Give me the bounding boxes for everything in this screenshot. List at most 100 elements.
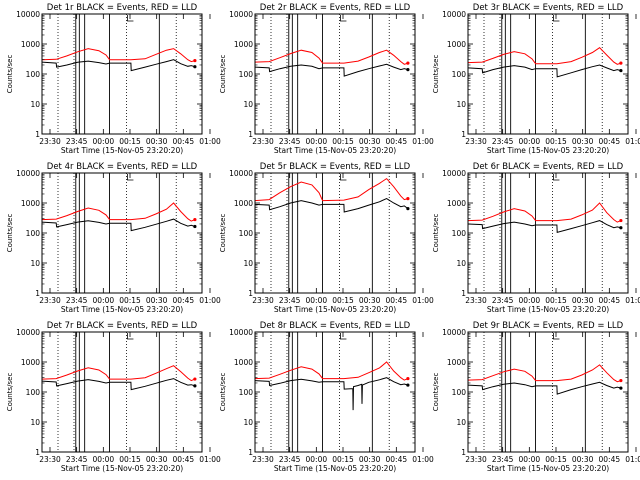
bracket-marker [553,333,560,340]
bracket-marker [553,15,560,22]
series-line-lld [467,364,622,383]
x-tick-label: 00:00 [519,296,541,305]
series-line-lld [41,202,196,222]
x-tick-label: 23:45 [492,296,514,305]
series-line-events [467,64,622,78]
x-tick-label: 23:45 [279,137,301,146]
plot-frame [467,13,629,135]
x-tick-label: 01:00 [199,296,221,305]
series-end-point [406,383,410,387]
x-tick-label: 00:15 [332,137,354,146]
detector-panel: Det 7r BLACK = Events, RED = LLD 1 10 100 10… [6,321,221,473]
series-line-events [41,59,196,72]
series-line-events [41,218,196,232]
series-end-point [193,384,197,388]
x-axis-label: Start Time (15-Nov-05 23:20:20) [61,146,183,155]
series-end-point [619,218,623,223]
x-tick-label: 00:30 [359,455,381,464]
series-end-point [619,378,623,383]
y-tick-label: 10 [243,418,253,427]
y-tick-label: 1 [461,289,466,298]
x-tick-label: 00:00 [519,137,541,146]
y-tick-label: 10 [243,259,253,268]
y-tick-label: 100 [239,70,254,79]
x-tick-label: 00:00 [306,455,328,464]
panel-title: Det 7r BLACK = Events, RED = LLD [47,321,198,331]
y-tick-label: 10 [456,100,466,109]
y-tick-label: 10000 [442,328,466,337]
y-tick-label: 1000 [447,40,466,49]
x-tick-label: 23:30 [252,137,274,146]
y-tick-label: 100 [452,388,467,397]
x-tick-label: 23:45 [279,296,301,305]
plot-frame [254,331,416,453]
x-tick-label: 00:00 [93,137,115,146]
y-axis-label: Counts/sec [219,373,227,412]
x-tick-label: 00:15 [119,137,141,146]
plot-frame [467,172,629,294]
y-tick-label: 10000 [229,10,253,19]
x-tick-label: 01:00 [625,455,640,464]
y-tick-label: 1000 [234,40,253,49]
x-tick-label: 00:45 [173,455,195,464]
series-end-point [619,68,623,73]
bracket-marker [127,333,134,340]
x-tick-label: 00:45 [599,455,621,464]
x-axis-label: Start Time (15-Nov-05 23:20:20) [274,146,396,155]
panel-title: Det 1r BLACK = Events, RED = LLD [47,3,198,13]
x-tick-label: 23:30 [252,296,274,305]
x-tick-label: 23:45 [66,137,88,146]
x-tick-label: 00:45 [386,137,408,146]
x-tick-label: 00:00 [93,455,115,464]
series-line-events [467,220,622,234]
y-tick-label: 1 [35,289,40,298]
plot-frame [41,13,203,135]
x-tick-label: 00:30 [572,455,594,464]
y-tick-label: 1 [461,130,466,139]
series-end-point [406,376,410,381]
x-axis-label: Start Time (15-Nov-05 23:20:20) [487,146,609,155]
x-tick-label: 01:00 [199,455,221,464]
x-tick-label: 00:30 [572,296,594,305]
panel-title: Det 2r BLACK = Events, RED = LLD [260,3,411,13]
x-tick-label: 00:45 [173,137,195,146]
y-tick-label: 100 [26,229,41,238]
x-tick-label: 00:00 [306,137,328,146]
x-tick-label: 00:00 [306,296,328,305]
x-tick-label: 00:00 [519,455,541,464]
y-axis-label: Counts/sec [219,214,227,253]
x-tick-label: 23:30 [465,137,487,146]
panel-title: Det 5r BLACK = Events, RED = LLD [260,162,411,172]
y-axis-label: Counts/sec [432,55,440,94]
series-line-lld [254,361,409,381]
x-tick-label: 00:15 [545,137,567,146]
x-tick-label: 00:00 [93,296,115,305]
detector-panel: Det 2r BLACK = Events, RED = LLD 1 10 100 10… [219,3,434,155]
y-axis-label: Counts/sec [6,214,14,253]
y-tick-label: 1000 [447,358,466,367]
x-tick-label: 00:30 [359,296,381,305]
series-line-lld [254,49,409,65]
series-end-point [619,61,623,65]
y-tick-label: 1000 [21,358,40,367]
x-tick-label: 01:00 [625,137,640,146]
x-axis-label: Start Time (15-Nov-05 23:20:20) [61,305,183,314]
series-end-point [619,226,623,230]
y-tick-label: 100 [26,70,41,79]
y-axis-label: Counts/sec [6,55,14,94]
plot-frame [41,172,203,294]
detector-panel: Det 4r BLACK = Events, RED = LLD 1 10 100 10… [6,162,221,314]
series-line-events [254,63,409,77]
x-tick-label: 00:15 [119,296,141,305]
x-tick-label: 00:15 [332,296,354,305]
plot-frame [254,172,416,294]
y-tick-label: 10 [456,418,466,427]
series-end-point [193,58,197,63]
series-line-events [254,377,409,411]
series-end-point [193,65,197,69]
series-end-point [193,224,197,229]
detector-panel: Det 6r BLACK = Events, RED = LLD 1 10 100 10… [432,162,640,314]
x-tick-label: 00:30 [359,137,381,146]
y-tick-label: 10 [30,259,40,268]
